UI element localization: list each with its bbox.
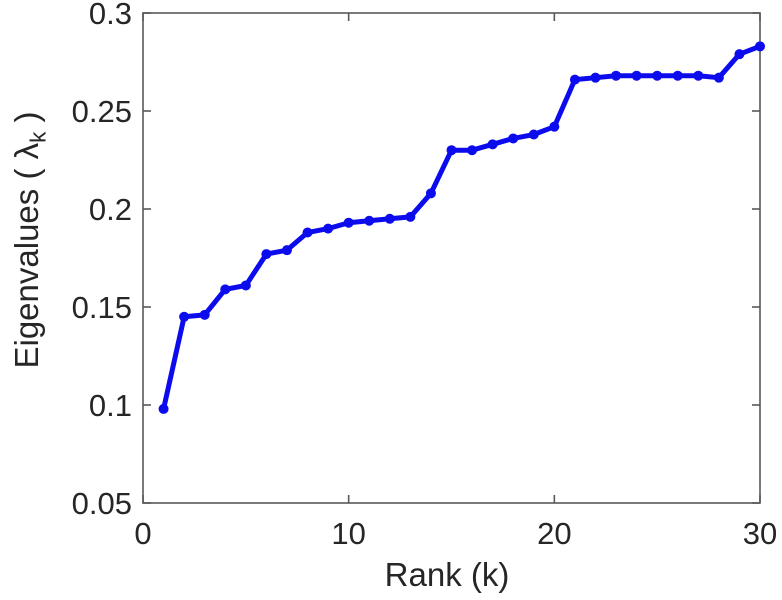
data-point-k5 <box>240 280 251 291</box>
data-point-k16 <box>467 145 478 156</box>
data-point-k11 <box>364 215 375 226</box>
data-point-k13 <box>405 211 416 222</box>
y-axis-title-subscript: k <box>25 131 51 143</box>
data-point-k2 <box>179 311 190 322</box>
series-line-eigenvalues <box>161 43 763 412</box>
data-point-k18 <box>508 133 519 144</box>
data-point-k12 <box>384 213 395 224</box>
y-tick-label: 0.3 <box>89 0 132 31</box>
y-tick-label: 0.25 <box>72 94 132 129</box>
y-tick-label: 0.05 <box>72 486 132 521</box>
data-point-k10 <box>343 217 354 228</box>
y-axis-title: Eigenvalues ( λk ) <box>8 111 51 369</box>
x-tick-label: 30 <box>743 516 777 551</box>
data-point-k4 <box>220 284 231 295</box>
data-point-k22 <box>590 72 601 83</box>
x-tick-label: 0 <box>134 516 151 551</box>
x-axis-title: Rank (k) <box>385 556 510 594</box>
data-point-k24 <box>631 70 642 81</box>
x-tick-label: 20 <box>537 516 571 551</box>
data-point-k26 <box>672 70 683 81</box>
data-point-k15 <box>446 145 457 156</box>
data-point-k9 <box>323 223 334 234</box>
data-point-k21 <box>569 74 580 85</box>
data-point-k8 <box>302 227 313 238</box>
data-point-k6 <box>261 249 272 260</box>
data-point-k30 <box>755 41 765 52</box>
axes-box <box>142 12 761 504</box>
data-point-k23 <box>611 70 622 81</box>
y-axis-title-suffix: ) <box>8 111 45 132</box>
data-point-k7 <box>281 245 292 256</box>
data-point-k27 <box>693 70 704 81</box>
data-point-k14 <box>425 188 436 199</box>
data-point-k25 <box>652 70 663 81</box>
y-axis-title-prefix: Eigenvalues ( λ <box>8 142 45 369</box>
data-point-k1 <box>158 403 169 414</box>
y-tick-label: 0.2 <box>89 192 132 227</box>
y-tick-label: 0.1 <box>89 388 132 423</box>
data-point-k20 <box>549 121 560 132</box>
data-point-k3 <box>199 309 210 320</box>
x-axis-title-text: Rank (k) <box>384 556 510 593</box>
y-tick-label: 0.15 <box>72 290 132 325</box>
data-point-k17 <box>487 139 498 150</box>
data-point-k19 <box>528 129 539 140</box>
data-point-k28 <box>713 72 724 83</box>
data-point-k29 <box>734 49 745 60</box>
x-tick-label: 10 <box>331 516 365 551</box>
